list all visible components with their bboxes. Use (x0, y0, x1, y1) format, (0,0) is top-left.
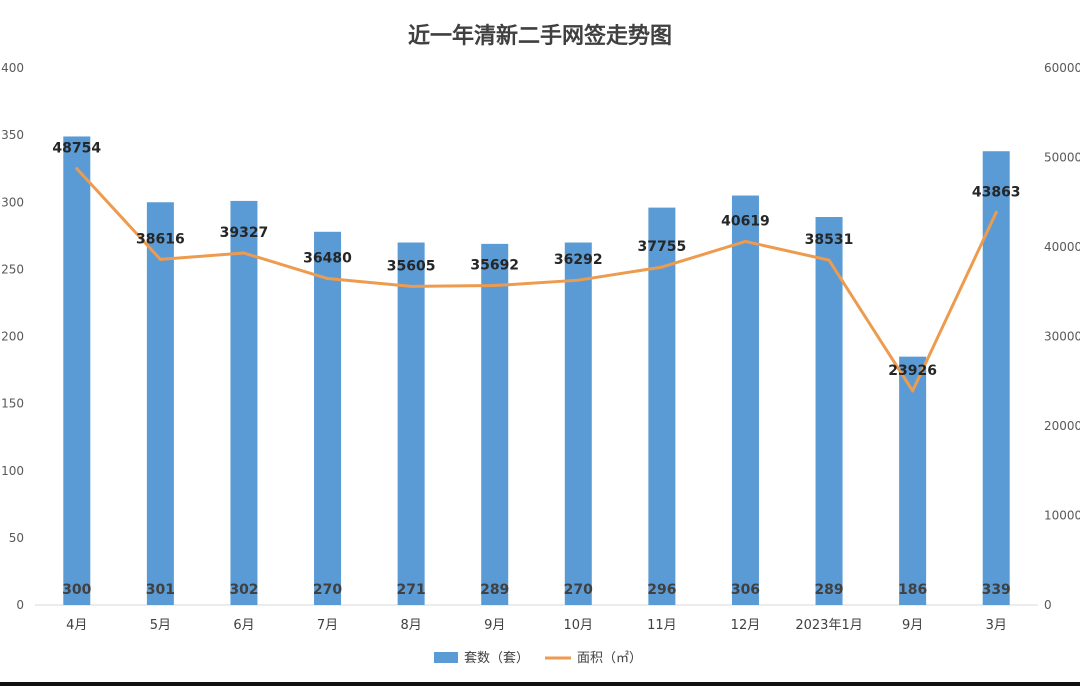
line-point (493, 284, 497, 288)
legend-swatch-bar (434, 652, 458, 663)
bar (982, 151, 1010, 606)
line-point (660, 265, 664, 269)
x-tick-label: 10月 (564, 618, 594, 633)
y-right-tick-label: 30000 (1044, 330, 1080, 344)
chart-title: 近一年清新二手网签走势图 (407, 24, 672, 49)
line-point (242, 251, 246, 255)
x-tick-label: 9月 (484, 618, 505, 633)
x-tick-label: 8月 (400, 618, 421, 633)
line-data-label: 36480 (303, 251, 352, 267)
y-left-tick-label: 400 (1, 61, 24, 75)
line-data-label: 39327 (220, 225, 269, 241)
y-right-tick-label: 50000 (1044, 151, 1080, 165)
line-point (743, 239, 747, 243)
bar-data-label: 271 (397, 582, 426, 598)
x-tick-label: 7月 (317, 618, 338, 633)
bar (63, 136, 91, 605)
x-tick-label: 2023年1月 (795, 618, 862, 633)
bar-data-label: 296 (647, 582, 676, 598)
line-data-label: 36292 (554, 252, 603, 268)
bar (230, 200, 258, 605)
y-left-tick-label: 200 (1, 330, 24, 344)
y-right-tick-label: 20000 (1044, 419, 1080, 433)
y-right-tick-label: 60000 (1044, 61, 1080, 75)
line-data-label: 23926 (888, 363, 937, 379)
y-left-tick-label: 0 (16, 598, 24, 612)
y-right-tick-label: 10000 (1044, 509, 1080, 523)
line-data-label: 38531 (805, 232, 854, 248)
bar (397, 242, 425, 605)
x-tick-label: 12月 (731, 618, 761, 633)
x-tick-label: 3月 (986, 618, 1007, 633)
line-point (911, 389, 915, 393)
x-tick-label: 9月 (902, 618, 923, 633)
bar-data-label: 300 (62, 582, 91, 598)
y-right-tick-label: 40000 (1044, 240, 1080, 254)
bottom-edge-bar (0, 682, 1080, 686)
line-data-label: 35692 (470, 258, 519, 274)
x-tick-label: 6月 (233, 618, 254, 633)
x-tick-label: 5月 (150, 618, 171, 633)
line-data-label: 48754 (52, 141, 101, 157)
y-left-tick-label: 150 (1, 397, 24, 411)
line-point (409, 284, 413, 288)
legend-label-bar: 套数（套） (464, 650, 529, 666)
x-tick-label: 4月 (66, 618, 87, 633)
bar (648, 207, 676, 605)
y-left-tick-label: 300 (1, 195, 24, 209)
bar-data-label: 186 (898, 582, 927, 598)
y-left-tick-label: 100 (1, 464, 24, 478)
bar (146, 202, 174, 605)
bar-data-label: 302 (229, 582, 258, 598)
y-left-tick-label: 50 (9, 531, 24, 545)
line-point (827, 258, 831, 262)
line-data-label: 35605 (387, 258, 436, 274)
line-data-label: 40619 (721, 213, 770, 229)
bar-data-label: 289 (814, 582, 843, 598)
y-right-tick-label: 0 (1044, 598, 1052, 612)
bar (899, 356, 927, 605)
line-point (994, 210, 998, 214)
line-point (75, 167, 79, 171)
y-left-tick-label: 250 (1, 262, 24, 276)
bar-data-label: 289 (480, 582, 509, 598)
bar-data-label: 270 (564, 582, 593, 598)
bar (314, 231, 342, 605)
y-left-tick-label: 350 (1, 128, 24, 142)
x-tick-label: 11月 (647, 618, 677, 633)
bar-data-label: 339 (982, 582, 1011, 598)
bar-data-label: 306 (731, 582, 760, 598)
line-point (576, 278, 580, 282)
bar (564, 242, 592, 605)
line-point (326, 277, 330, 281)
line-data-label: 37755 (638, 239, 687, 255)
line-series (75, 167, 998, 393)
legend-label-line: 面积（㎡） (577, 651, 642, 666)
line-data-label: 43863 (972, 184, 1021, 200)
bar-data-label: 270 (313, 582, 342, 598)
bar (481, 243, 509, 605)
bar (731, 195, 759, 605)
bar-data-label: 301 (146, 582, 175, 598)
bar (815, 217, 843, 605)
line-data-label: 38616 (136, 231, 185, 247)
line-point (158, 257, 162, 261)
